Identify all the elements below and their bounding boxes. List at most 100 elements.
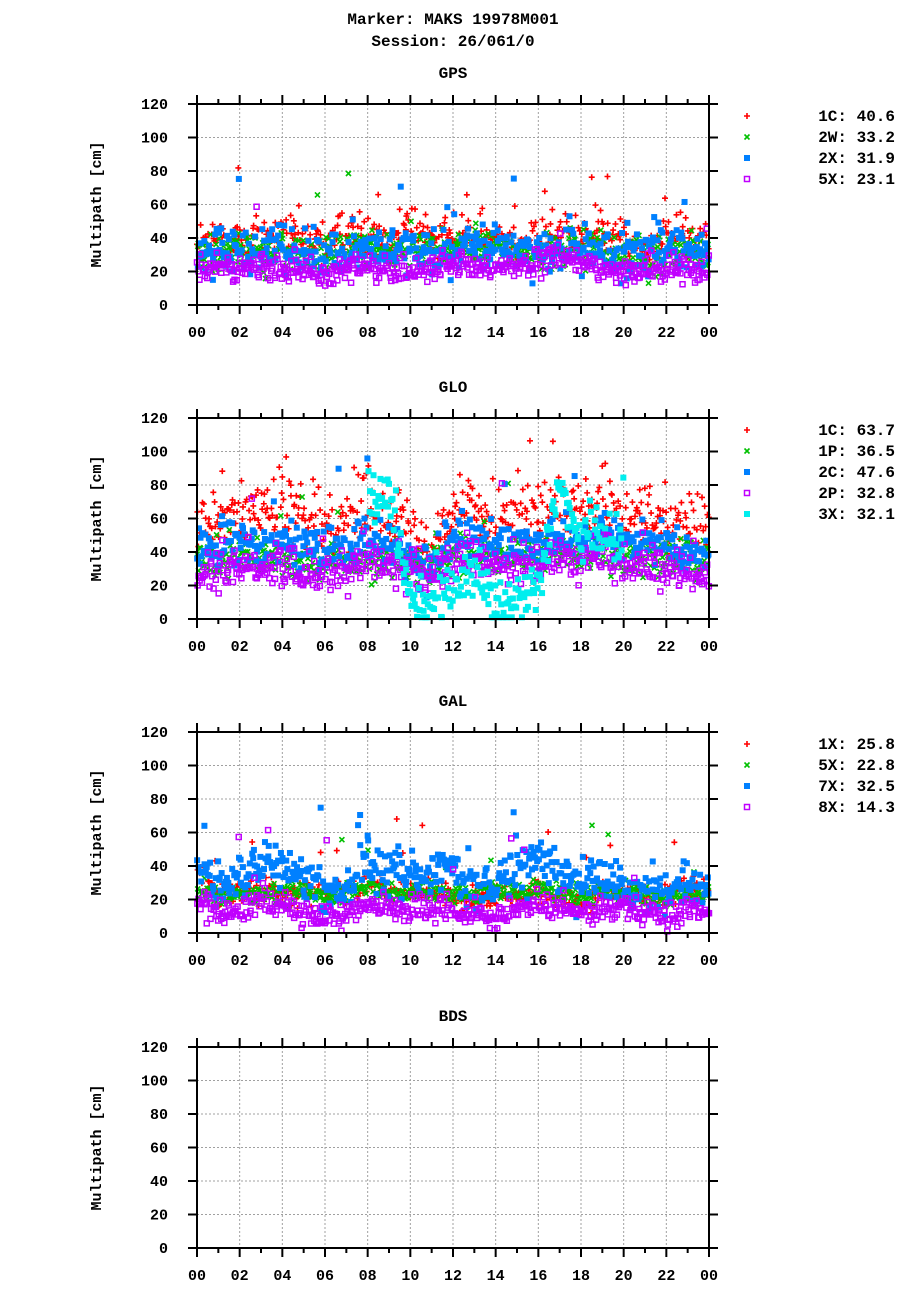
x-tick-label: 14 xyxy=(487,325,505,342)
data-point xyxy=(512,570,520,577)
data-point xyxy=(595,488,602,495)
data-point xyxy=(526,437,533,444)
data-point xyxy=(389,227,396,234)
data-point xyxy=(260,500,267,507)
data-point xyxy=(549,206,556,213)
data-point xyxy=(271,575,279,583)
data-point xyxy=(234,508,241,515)
data-point xyxy=(681,198,688,205)
data-point xyxy=(556,224,563,231)
data-point xyxy=(606,478,613,485)
data-point xyxy=(389,567,397,574)
data-point xyxy=(295,512,302,519)
data-point xyxy=(383,535,390,542)
x-tick-label: 02 xyxy=(231,639,249,656)
data-point xyxy=(580,244,587,251)
data-point xyxy=(444,204,451,211)
data-point xyxy=(575,482,582,489)
data-point xyxy=(229,520,236,527)
data-point xyxy=(433,549,440,556)
data-point xyxy=(421,538,428,545)
data-point xyxy=(547,220,554,227)
data-point xyxy=(552,511,559,518)
data-point xyxy=(495,542,502,549)
data-point xyxy=(545,557,552,564)
data-point xyxy=(334,222,341,229)
data-point xyxy=(440,226,447,233)
data-point xyxy=(541,479,548,486)
figure-title-session: Session: 26/061/0 xyxy=(371,33,534,51)
data-point xyxy=(276,464,283,471)
data-point xyxy=(240,525,247,532)
data-point xyxy=(651,214,658,221)
data-point xyxy=(305,237,312,244)
data-point xyxy=(539,499,546,506)
data-point xyxy=(392,487,399,494)
data-point xyxy=(515,270,523,277)
data-point xyxy=(578,273,585,280)
data-point xyxy=(215,590,222,597)
data-point xyxy=(639,245,646,252)
data-point xyxy=(403,566,410,573)
data-point xyxy=(612,220,619,227)
x-tick-label: 04 xyxy=(273,325,291,342)
data-point xyxy=(401,222,408,229)
data-point xyxy=(575,267,583,274)
data-point xyxy=(245,533,252,541)
data-point xyxy=(639,516,646,523)
panel-title: GLO xyxy=(439,379,468,397)
data-point xyxy=(602,503,609,510)
data-point xyxy=(253,212,260,219)
data-point xyxy=(637,239,644,246)
data-point xyxy=(523,515,530,522)
data-point xyxy=(536,571,543,578)
data-point xyxy=(662,223,669,230)
data-point xyxy=(269,226,276,233)
data-point xyxy=(575,224,582,231)
data-point xyxy=(415,584,422,591)
data-point xyxy=(588,174,595,181)
data-point xyxy=(335,465,342,472)
data-point xyxy=(366,563,374,570)
data-point xyxy=(521,574,528,581)
data-point xyxy=(498,257,505,264)
data-point xyxy=(387,513,394,520)
data-point xyxy=(598,545,605,552)
data-point xyxy=(476,546,483,553)
data-point xyxy=(270,476,277,483)
data-point xyxy=(664,524,671,531)
data-point xyxy=(679,280,686,288)
data-point xyxy=(456,471,463,478)
data-point xyxy=(447,603,454,610)
data-point xyxy=(686,490,693,497)
data-point xyxy=(569,511,576,518)
data-point xyxy=(422,211,429,218)
data-point xyxy=(492,524,499,531)
data-point xyxy=(695,251,702,258)
data-point xyxy=(423,232,430,239)
data-point xyxy=(291,231,298,238)
data-point xyxy=(397,529,404,536)
data-point xyxy=(400,507,407,514)
data-point xyxy=(604,231,611,238)
data-point xyxy=(679,223,686,230)
data-point xyxy=(574,240,581,247)
legend-marker-square-icon xyxy=(744,511,750,517)
data-point xyxy=(562,490,569,497)
data-point xyxy=(465,477,472,484)
data-point xyxy=(338,210,345,217)
data-point xyxy=(550,498,557,505)
data-point xyxy=(453,499,460,506)
data-point xyxy=(264,237,271,244)
data-point xyxy=(301,505,308,512)
data-point xyxy=(283,453,290,460)
data-point xyxy=(368,227,376,234)
data-point xyxy=(225,236,232,243)
data-point xyxy=(259,226,266,233)
legend-marker-open-square-icon xyxy=(743,175,751,183)
data-point xyxy=(235,499,242,506)
data-point xyxy=(371,519,378,526)
data-point xyxy=(329,506,336,513)
data-point xyxy=(219,468,226,475)
